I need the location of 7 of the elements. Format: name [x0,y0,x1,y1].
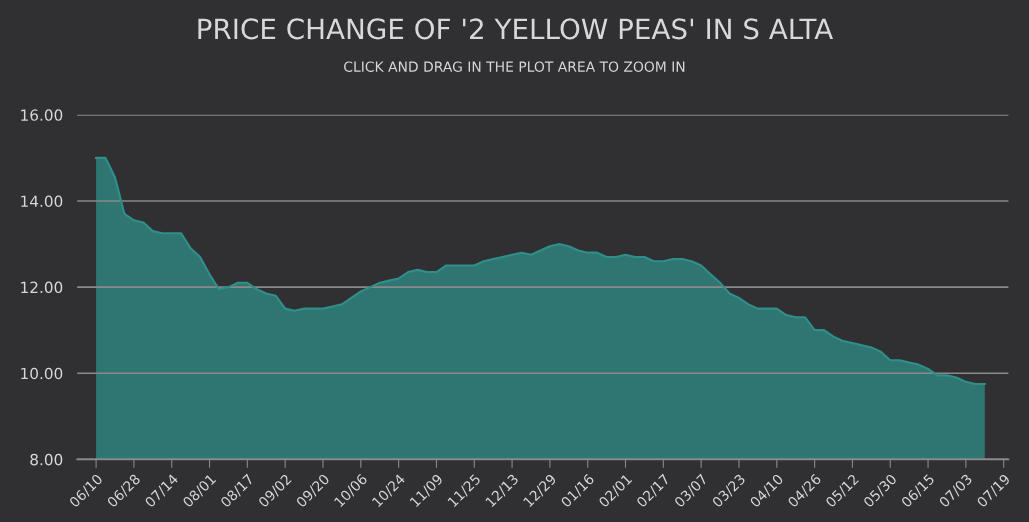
y-tick-label: 12.00 [21,281,63,294]
y-tick-label: 16.00 [21,109,63,121]
y-tick-label: 8.00 [30,453,63,466]
y-tick-label: 14.00 [21,195,63,207]
y-tick-label: 10.00 [21,367,63,380]
chart-subtitle: CLICK AND DRAG IN THE PLOT AREA TO ZOOM IN [344,61,685,72]
chart-title: PRICE CHANGE OF '2 YELLOW PEAS' IN S ALTA [198,18,834,40]
